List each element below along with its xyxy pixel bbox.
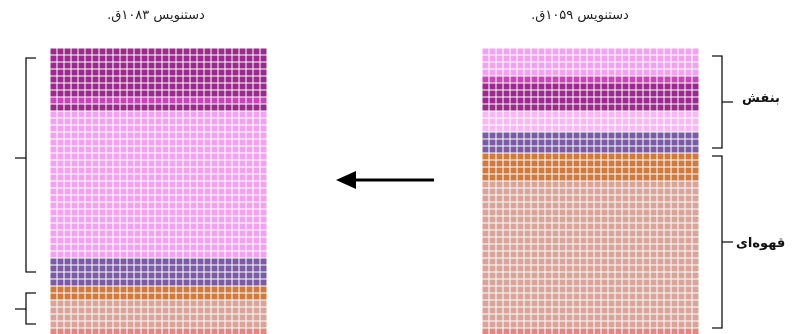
left-bracket-large <box>15 57 36 273</box>
violet-label: بنفش <box>742 91 780 106</box>
grid-cell <box>691 327 699 334</box>
brown-label: قهوه‌ای <box>736 236 786 251</box>
right-color-grid <box>482 48 699 334</box>
right-bracket-brown <box>712 155 733 329</box>
grid-cell <box>259 327 267 334</box>
left-color-grid <box>50 48 267 334</box>
left-arrow-icon <box>336 171 434 189</box>
left-manuscript-title: دستنویس ۱۰۸۳ق. <box>107 8 205 23</box>
right-bracket-violet <box>712 55 733 149</box>
right-manuscript-title: دستنویس ۱۰۵۹ق. <box>531 8 629 23</box>
left-bracket-small <box>15 292 36 325</box>
